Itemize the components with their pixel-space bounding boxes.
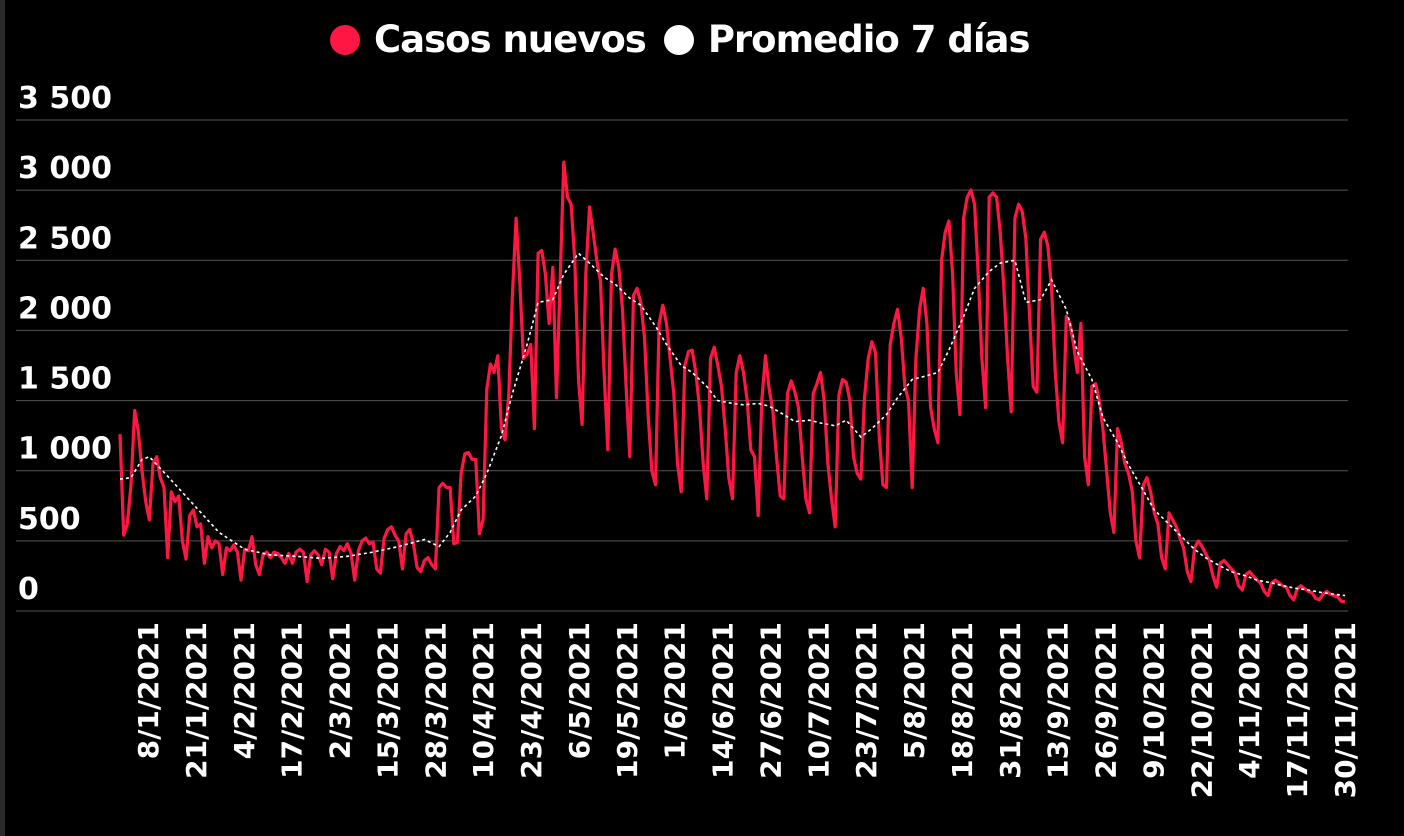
- y-tick-label: 3 000: [18, 151, 112, 186]
- x-tick-label: 5/8/2021: [898, 622, 931, 759]
- legend-dot-cases: [330, 24, 360, 55]
- x-tick-label: 18/8/2021: [946, 622, 979, 779]
- x-tick-label: 26/9/2021: [1090, 622, 1123, 779]
- x-tick-label: 4/11/2021: [1233, 622, 1266, 779]
- x-tick-label: 21/1/2021: [180, 622, 213, 779]
- x-tick-label: 4/2/2021: [228, 622, 261, 759]
- x-tick-label: 17/2/2021: [276, 622, 309, 779]
- x-tick-label: 17/11/2021: [1281, 622, 1314, 798]
- x-tick-label: 13/9/2021: [1042, 622, 1075, 779]
- y-tick-label: 0: [18, 572, 39, 607]
- series-line-average: [119, 252, 1346, 597]
- legend: Casos nuevos Promedio 7 días: [330, 18, 1048, 61]
- x-tick-label: 15/3/2021: [371, 622, 404, 779]
- x-tick-label: 27/6/2021: [754, 622, 787, 779]
- y-axis: 3 500 3 000 2 500 2 000 1 500 1 000 500 0: [18, 81, 112, 607]
- series-lines: [118, 160, 1346, 604]
- x-tick-label: 28/3/2021: [419, 622, 452, 779]
- x-tick-label: 22/10/2021: [1185, 622, 1218, 798]
- x-tick-label: 19/5/2021: [611, 622, 644, 779]
- x-tick-label: 1/6/2021: [659, 622, 692, 759]
- y-tick-label: 3 500: [18, 81, 112, 116]
- x-tick-label: 10/7/2021: [802, 622, 835, 779]
- x-tick-label: 31/8/2021: [994, 622, 1027, 779]
- x-tick-label: 14/6/2021: [707, 622, 740, 779]
- grid-lines: [16, 119, 1348, 612]
- legend-dot-average: [663, 24, 694, 55]
- x-axis: 8/1/2021 21/1/2021 4/2/2021 17/2/2021 2/3/20…: [132, 622, 1362, 798]
- legend-item-average: Promedio 7 días: [663, 18, 1031, 61]
- legend-label-cases: Casos nuevos: [374, 18, 647, 61]
- y-tick-label: 1 500: [18, 362, 112, 397]
- series-line-cases: [118, 160, 1346, 604]
- x-tick-label: 8/1/2021: [132, 622, 165, 759]
- x-tick-label: 9/10/2021: [1137, 622, 1170, 779]
- x-tick-label: 30/11/2021: [1329, 622, 1362, 798]
- y-tick-label: 2 500: [18, 221, 112, 256]
- x-tick-label: 23/4/2021: [515, 622, 548, 779]
- window-edge: [0, 0, 5, 836]
- y-tick-label: 500: [18, 502, 81, 537]
- x-tick-label: 2/3/2021: [324, 622, 357, 759]
- x-tick-label: 23/7/2021: [850, 622, 883, 779]
- y-tick-label: 1 000: [18, 432, 112, 467]
- legend-label-average: Promedio 7 días: [707, 18, 1031, 61]
- y-tick-label: 2 000: [18, 291, 112, 326]
- x-tick-label: 10/4/2021: [467, 622, 500, 779]
- x-tick-label: 6/5/2021: [563, 622, 596, 759]
- legend-item-cases: Casos nuevos: [330, 18, 647, 61]
